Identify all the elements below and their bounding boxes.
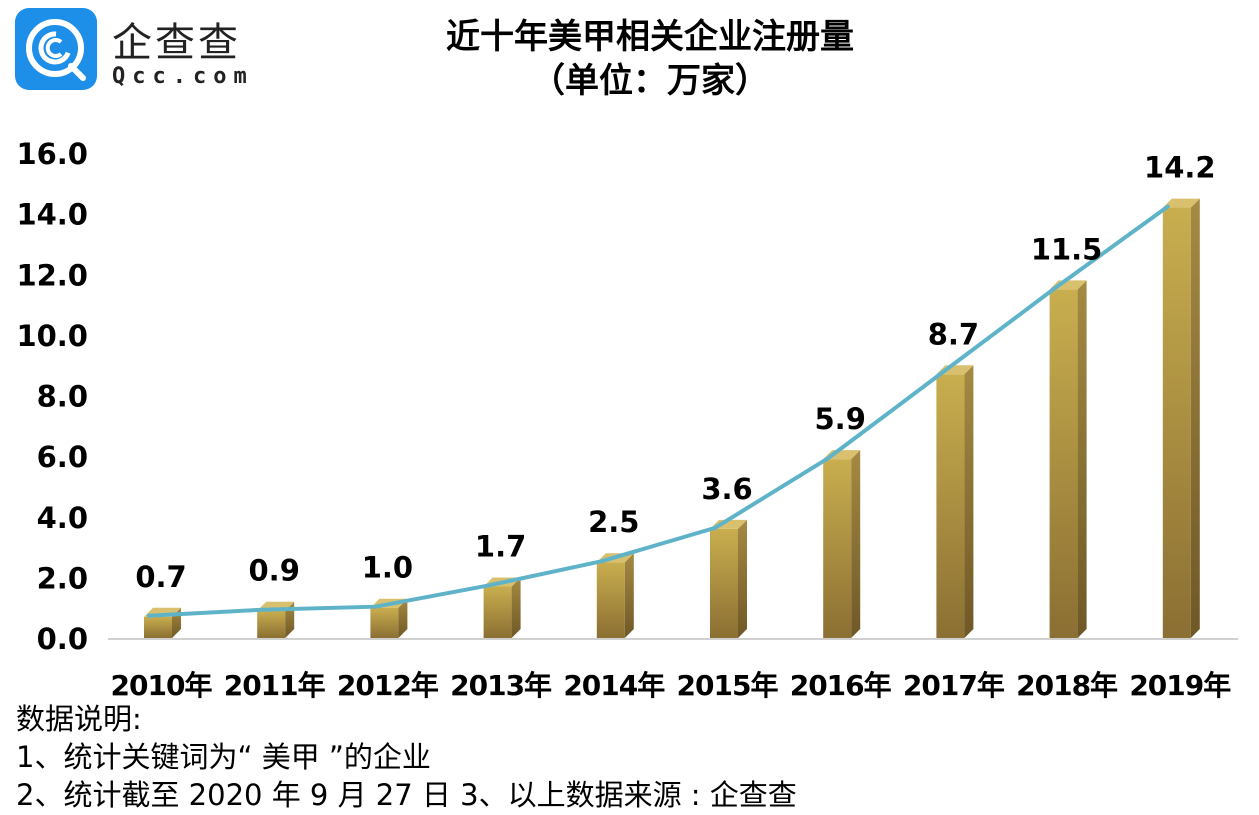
- x-tick-label: 2011年: [224, 669, 326, 700]
- bar: [596, 553, 634, 638]
- bar: [710, 519, 747, 638]
- x-tick-label: 2014年: [563, 669, 665, 700]
- notes-heading: 数据说明:: [16, 702, 142, 736]
- y-tick-label: 2.0: [37, 561, 88, 595]
- y-tick-label: 10.0: [16, 319, 88, 353]
- notes-line-1: 1、统计关键词为“ 美甲 ”的企业: [16, 740, 431, 774]
- x-tick-label: 2010年: [111, 669, 213, 700]
- x-tick-label: 2017年: [903, 669, 1005, 700]
- bar: [144, 607, 181, 638]
- data-label: 1.7: [475, 529, 526, 563]
- bar: [1049, 280, 1087, 638]
- bar: [483, 577, 521, 638]
- x-tick-label: 2015年: [677, 669, 779, 700]
- x-tick-label: 2012年: [337, 669, 439, 700]
- data-label: 3.6: [701, 472, 752, 506]
- y-tick-label: 12.0: [16, 258, 88, 292]
- data-label: 0.7: [135, 560, 186, 594]
- y-tick-label: 0.0: [37, 622, 88, 656]
- x-tick-label: 2019年: [1129, 669, 1231, 700]
- data-label: 14.2: [1144, 151, 1216, 185]
- data-notes: 数据说明: 1、统计关键词为“ 美甲 ”的企业 2、统计截至 2020 年 9 …: [16, 700, 797, 814]
- data-label: 5.9: [815, 402, 866, 436]
- bar: [1162, 198, 1200, 638]
- y-axis: 0.0 2.0 4.0 6.0 8.0 10.0 12.0 14.0 16.0: [16, 137, 88, 656]
- qcc-logo-icon: [15, 8, 97, 90]
- x-tick-label: 2016年: [790, 669, 892, 700]
- data-label: 1.0: [362, 551, 413, 585]
- data-label: 8.7: [928, 317, 979, 351]
- y-tick-label: 4.0: [37, 501, 88, 535]
- chart-subtitle-unit: （单位：万家）: [531, 61, 769, 101]
- y-tick-label: 14.0: [16, 198, 88, 232]
- y-tick-label: 6.0: [37, 440, 88, 474]
- logo-brand-en: Qcc.com: [112, 64, 254, 89]
- y-tick-label: 8.0: [37, 380, 88, 414]
- qcc-logo: 企查查 Qcc.com: [15, 8, 305, 94]
- notes-line-2: 2、统计截至 2020 年 9 月 27 日 3、以上数据来源 : 企查查: [16, 778, 797, 812]
- chart-title: 近十年美甲相关企业注册量: [446, 17, 854, 57]
- logo-brand-cn: 企查查: [112, 20, 241, 66]
- x-tick-label: 2018年: [1016, 669, 1118, 700]
- bar-chart: 0.0 2.0 4.0 6.0 8.0 10.0 12.0 14.0 16.0 0.7 0.9 1.…: [16, 137, 1238, 700]
- data-label: 11.5: [1031, 232, 1103, 266]
- data-label: 0.9: [249, 554, 300, 588]
- trend-line: [147, 204, 1170, 618]
- data-label: 2.5: [588, 505, 639, 539]
- bar: [823, 450, 861, 638]
- x-axis-labels: 2010年 2011年 2012年 2013年 2014年 2015年 2016年 2017年…: [111, 669, 1233, 700]
- data-labels: 0.7 0.9 1.0 1.7 2.5 3.6 5.9 8.7 11.5 14.2: [135, 151, 1215, 594]
- bar: [936, 365, 974, 638]
- y-tick-label: 16.0: [16, 137, 88, 171]
- x-tick-label: 2013年: [450, 669, 552, 700]
